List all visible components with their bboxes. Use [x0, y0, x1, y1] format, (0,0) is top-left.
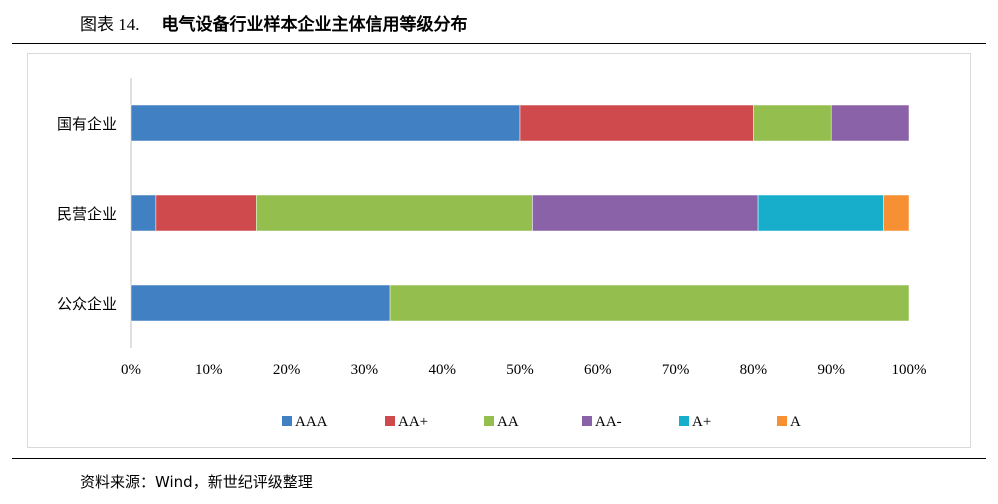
x-tick-label: 60%	[584, 362, 612, 378]
legend-swatch	[385, 416, 395, 426]
bar-segment	[130, 284, 391, 322]
legend-swatch	[582, 416, 592, 426]
figure-title: 图表 14. 电气设备行业样本企业主体信用等级分布	[80, 10, 468, 35]
x-tick-label: 20%	[273, 362, 301, 378]
x-tick-label: 0%	[121, 362, 141, 378]
bar-segment	[883, 194, 910, 232]
x-tick-label: 10%	[195, 362, 223, 378]
legend-label: AA+	[398, 414, 428, 430]
x-tick-label: 80%	[740, 362, 768, 378]
legend-swatch	[282, 416, 292, 426]
x-tick-label: 40%	[428, 362, 456, 378]
bar-segment	[532, 194, 759, 232]
bar-segment	[155, 194, 257, 232]
bar-segment	[130, 194, 157, 232]
legend-label: AA	[497, 414, 519, 430]
legend-swatch	[484, 416, 494, 426]
bar-segment	[256, 194, 533, 232]
x-tick-label: 30%	[351, 362, 379, 378]
bar-segment	[753, 104, 832, 142]
legend-swatch	[777, 416, 787, 426]
category-label: 国有企业	[57, 115, 117, 133]
top-rule	[12, 43, 986, 44]
bar-segment	[389, 284, 910, 322]
legend-label: A	[790, 414, 801, 430]
x-tick-label: 90%	[817, 362, 845, 378]
figure-title-text: 电气设备行业样本企业主体信用等级分布	[161, 15, 468, 35]
bar-segment	[519, 104, 754, 142]
x-tick-label: 70%	[662, 362, 690, 378]
figure-number: 图表 14.	[80, 15, 140, 34]
x-tick-label: 100%	[892, 362, 927, 378]
legend-swatch	[679, 416, 689, 426]
legend-label: AA-	[595, 414, 622, 430]
category-label: 公众企业	[57, 295, 117, 313]
legend-label: AAA	[295, 414, 328, 430]
legend-label: A+	[692, 414, 711, 430]
source-note: 资料来源：Wind，新世纪评级整理	[80, 473, 313, 491]
chart-frame	[27, 53, 971, 448]
bar-segment	[830, 104, 910, 142]
bar-segment	[757, 194, 884, 232]
x-tick-label: 50%	[506, 362, 534, 378]
bar-segment	[130, 104, 521, 142]
bottom-rule	[12, 458, 986, 459]
category-label: 民营企业	[57, 205, 117, 223]
